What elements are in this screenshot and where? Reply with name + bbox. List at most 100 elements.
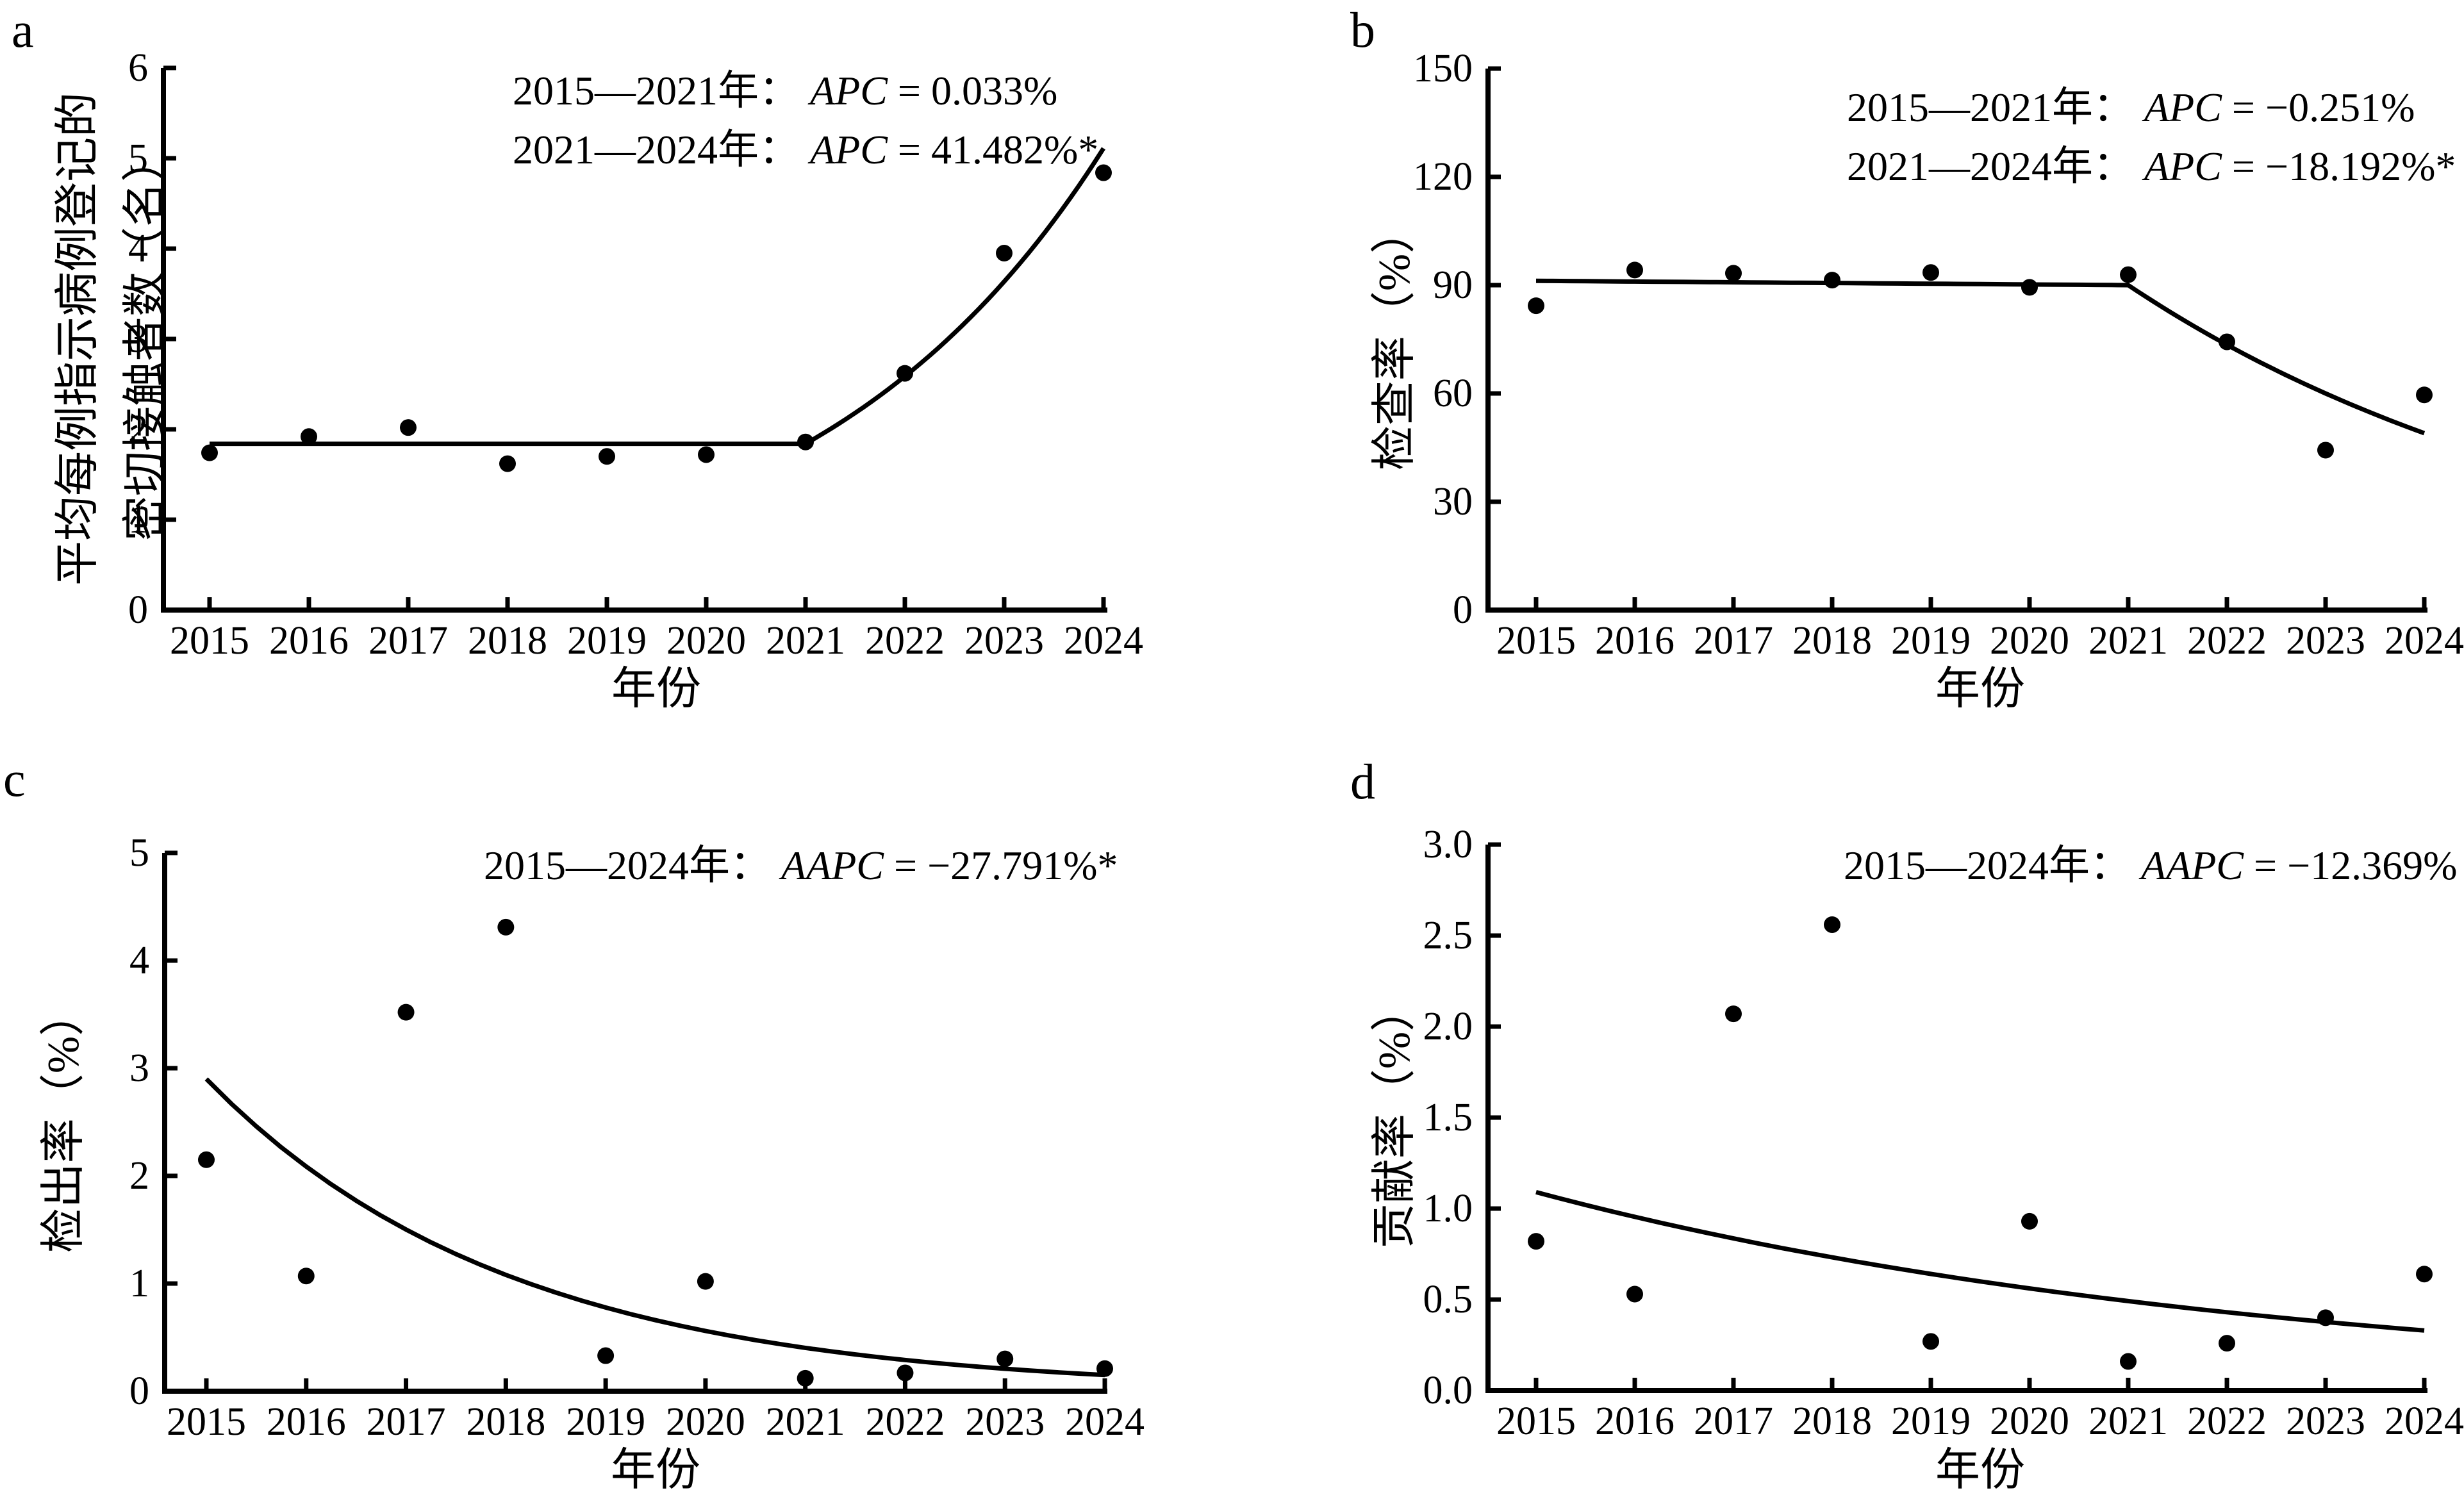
data-point-d-2019: [1922, 1333, 1939, 1350]
x-axis-title-d: 年份: [1935, 1446, 2025, 1495]
y-axis-title-a-line2: 密切接触者数（名）: [121, 137, 170, 541]
x-tick-label-d: 2019: [1891, 1400, 1971, 1443]
y-tick-label-a: 3: [128, 317, 148, 361]
annotation-d-line1: 2015—2024年： AAPC = −12.369%: [1844, 843, 2458, 888]
y-tick-label-a: 6: [128, 46, 148, 90]
x-tick-label-b: 2022: [2187, 619, 2267, 663]
data-point-d-2016: [1626, 1285, 1643, 1303]
y-tick-label-a: 1: [128, 498, 148, 541]
x-tick-label-a: 2024: [1064, 619, 1143, 663]
data-point-d-2022: [2219, 1335, 2235, 1352]
annotation-a-line2: 2021—2024年： APC = 41.482%*: [513, 127, 1099, 172]
y-axis-title-d-line1: 贡献率（%）: [1370, 986, 1419, 1249]
data-point-c-2018: [497, 918, 515, 936]
chart-area-a: 0 1 2 3 4 5 6 2015 2016 2017 2018 2019 2020 2021 2022 2…: [128, 46, 1143, 663]
data-point-d-2023: [2317, 1309, 2334, 1326]
y-tick-label-a: 0: [128, 588, 148, 632]
y-tick-label-d: 1.0: [1423, 1187, 1473, 1230]
y-tick-label-b: 60: [1433, 372, 1473, 415]
x-tick-label-a: 2020: [666, 619, 746, 663]
data-point-c-2023: [996, 1350, 1014, 1367]
data-point-c-2017: [397, 1004, 415, 1021]
data-point-c-2022: [897, 1364, 914, 1382]
panel-d: 0.0 0.5 1.0 1.5 2.0 2.5 3.0 2015 2016 2017 2018 201…: [1232, 744, 2464, 1494]
data-point-c-2024: [1096, 1360, 1113, 1377]
panel-b: 0 30 60 90 120 150 2015 2016 2017 2018 2019 2020 202…: [1232, 0, 2464, 744]
data-point-d-2024: [2416, 1266, 2433, 1283]
data-point-a-2020: [698, 446, 715, 463]
panel-letter-d: d: [1350, 754, 1375, 809]
data-point-c-2020: [697, 1273, 714, 1290]
y-axis-title-c: 检出率（%）: [30, 834, 98, 1410]
axis-lines-b: [1485, 69, 2427, 613]
data-point-c-2015: [198, 1151, 215, 1168]
y-tick-label-d: 1.5: [1423, 1096, 1473, 1139]
data-point-b-2017: [1725, 265, 1742, 282]
x-axis-title-b: 年份: [1935, 665, 2025, 714]
y-tick-label-a: 4: [128, 227, 148, 270]
data-point-c-2016: [297, 1268, 315, 1285]
x-tick-label-c: 2019: [566, 1400, 645, 1444]
panel-a: 0 1 2 3 4 5 6 2015 2016 2017 2018 2019 2020 2021 2022 2…: [0, 0, 1232, 744]
x-tick-label-b: 2017: [1694, 619, 1773, 663]
panel-letter-b: b: [1350, 2, 1375, 58]
x-tick-label-c: 2020: [666, 1400, 745, 1444]
x-tick-label-b: 2018: [1792, 619, 1872, 663]
data-point-c-2019: [597, 1347, 615, 1364]
x-tick-label-d: 2016: [1595, 1400, 1674, 1443]
data-point-a-2016: [301, 428, 317, 445]
x-tick-label-b: 2016: [1595, 619, 1674, 663]
data-point-a-2023: [996, 245, 1013, 262]
y-tick-label-b: 30: [1433, 480, 1473, 524]
x-tick-label-c: 2023: [965, 1400, 1045, 1444]
data-point-a-2015: [201, 444, 218, 461]
y-tick-label-c: 5: [129, 831, 149, 875]
y-tick-label-c: 4: [129, 939, 149, 982]
x-tick-label-a: 2018: [468, 619, 547, 663]
x-tick-label-a: 2019: [567, 619, 647, 663]
data-point-a-2018: [499, 455, 516, 472]
x-tick-label-d: 2015: [1496, 1400, 1576, 1443]
annotation-b: 2015—2021年： APC = −0.251% 2021—2024年： APC …: [1847, 78, 2456, 196]
data-point-d-2018: [1824, 916, 1840, 933]
x-tick-label-c: 2017: [367, 1400, 446, 1444]
axis-lines-d: [1485, 845, 2427, 1393]
y-tick-label-d: 0.5: [1423, 1278, 1473, 1321]
x-tick-label-c: 2018: [466, 1400, 545, 1444]
y-tick-label-c: 3: [129, 1046, 149, 1090]
annotation-a-line1: 2015—2021年： APC = 0.033%: [513, 68, 1058, 113]
y-axis-title-b-line1: 检查率（%）: [1370, 208, 1419, 471]
data-point-a-2022: [897, 365, 913, 382]
x-tick-label-d: 2018: [1792, 1400, 1872, 1443]
x-tick-label-a: 2023: [964, 619, 1044, 663]
data-point-d-2020: [2021, 1212, 2038, 1230]
x-tick-label-b: 2020: [1990, 619, 2069, 663]
y-tick-label-b: 0: [1453, 588, 1473, 632]
x-tick-label-d: 2021: [2088, 1400, 2168, 1443]
data-point-a-2024: [1095, 164, 1112, 181]
y-tick-label-b: 90: [1433, 263, 1473, 307]
x-tick-label-a: 2017: [368, 619, 448, 663]
annotation-d: 2015—2024年： AAPC = −12.369%: [1844, 836, 2457, 895]
data-point-a-2017: [400, 419, 417, 436]
annotation-c-line1: 2015—2024年： AAPC = −27.791%*: [484, 843, 1118, 888]
x-axis-title-c: 年份: [611, 1446, 700, 1495]
x-tick-label-a: 2022: [865, 619, 945, 663]
y-axis-title-d: 贡献率（%）: [1361, 829, 1429, 1406]
panel-c: 0 1 2 3 4 5 2015 2016 2017 2018 2019 2020 2021 2022 20…: [0, 744, 1232, 1494]
x-tick-label-c: 2021: [766, 1400, 845, 1444]
x-tick-label-a: 2015: [170, 619, 249, 663]
panel-letter-c: c: [3, 751, 26, 807]
x-tick-label-c: 2015: [167, 1400, 246, 1444]
data-point-b-2016: [1626, 261, 1643, 279]
x-tick-label-d: 2023: [2286, 1400, 2365, 1443]
chart-area-b: 0 30 60 90 120 150 2015 2016 2017 2018 2019 2020 202…: [1413, 47, 2464, 663]
data-point-b-2024: [2416, 386, 2433, 404]
annotation-c: 2015—2024年： AAPC = −27.791%*: [484, 836, 1118, 895]
axis-lines-c: [162, 853, 1107, 1394]
data-point-b-2021: [2120, 266, 2137, 283]
data-point-c-2021: [797, 1369, 814, 1387]
x-tick-label-a: 2016: [269, 619, 349, 663]
data-point-b-2019: [1922, 264, 1939, 281]
data-point-d-2015: [1528, 1233, 1544, 1250]
